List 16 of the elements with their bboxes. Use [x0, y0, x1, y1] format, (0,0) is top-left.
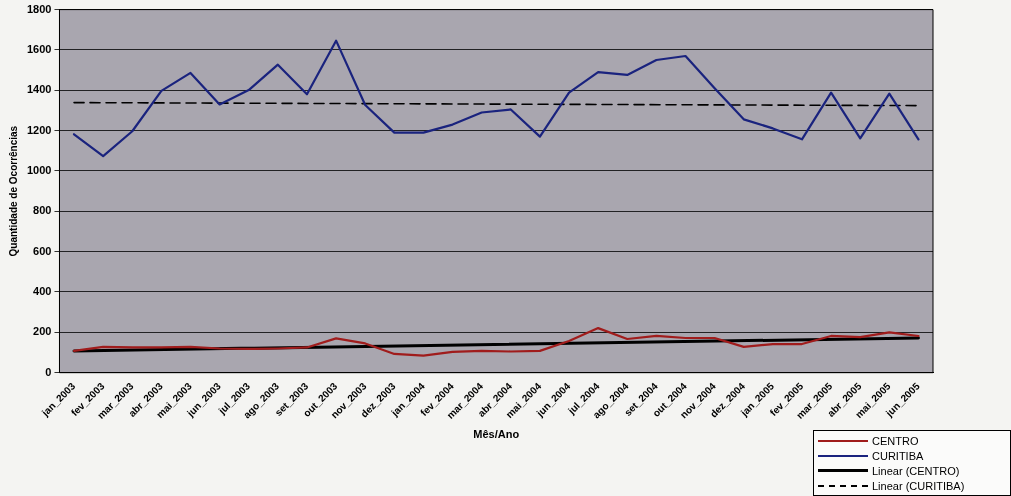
y-tick-label: 800: [33, 204, 52, 217]
y-tick-label: 1600: [26, 42, 52, 55]
y-tick-label: 1400: [26, 83, 52, 96]
x-axis-title: Mês/Ano: [473, 428, 520, 441]
y-tick-label: 200: [33, 325, 52, 338]
legend-label: CURITIBA: [872, 449, 924, 462]
y-tick-label: 0: [45, 365, 52, 378]
y-tick-label: 1800: [26, 2, 52, 15]
y-tick-label: 600: [33, 244, 52, 257]
legend-label: CENTRO: [872, 434, 919, 447]
y-axis-title: Quantidade de Ocorrências: [7, 125, 19, 257]
y-tick-label: 1200: [26, 123, 52, 136]
legend-label: Linear (CENTRO): [872, 464, 960, 477]
legend-label: Linear (CURITIBA): [872, 479, 965, 492]
y-tick-label: 1000: [26, 164, 52, 176]
y-tick-label: 400: [33, 285, 52, 298]
